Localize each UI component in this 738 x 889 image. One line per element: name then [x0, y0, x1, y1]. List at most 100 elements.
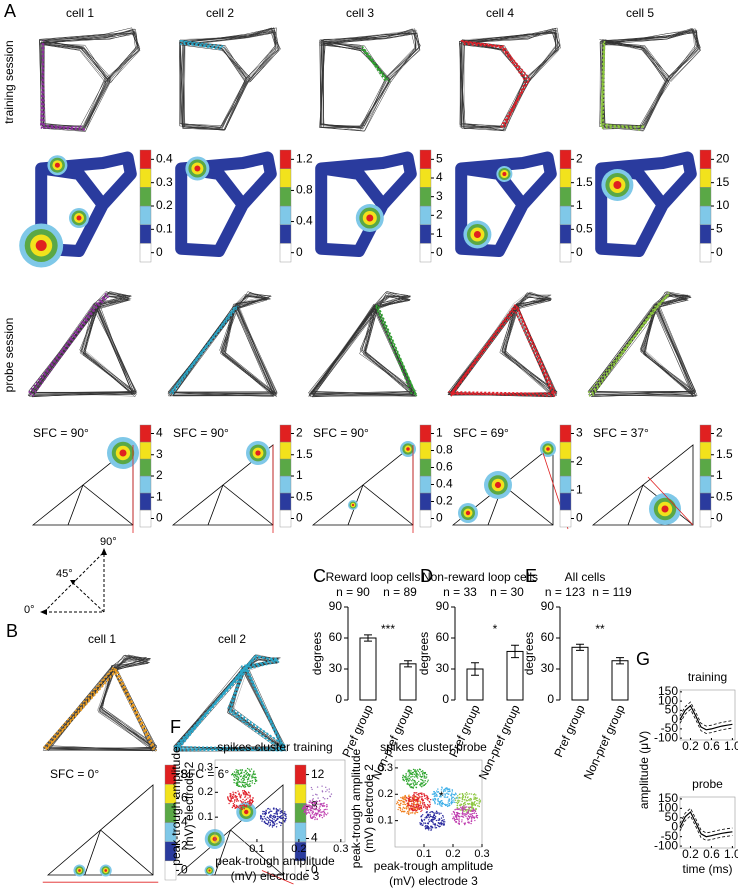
- colorbar-tick-label: 12: [311, 767, 325, 781]
- y-tick-label: 0: [671, 819, 678, 833]
- spike-point: [426, 781, 429, 783]
- rate-blob: [502, 172, 507, 176]
- spike-point: [281, 822, 283, 825]
- spike-point: [243, 789, 245, 792]
- spike-point: [323, 814, 325, 816]
- spike-point: [234, 795, 237, 797]
- spike-point: [250, 768, 253, 770]
- spike-point: [237, 790, 239, 792]
- spike-point: [246, 771, 249, 774]
- spike-point: [318, 807, 320, 809]
- spike-point: [412, 782, 414, 784]
- colorbar-tick-label: 0: [576, 245, 583, 259]
- y-axis-label: degrees: [522, 632, 536, 675]
- spike-point: [260, 818, 262, 820]
- spike-point: [418, 780, 420, 783]
- chart-title: All cells: [565, 570, 606, 584]
- spike-point: [450, 798, 453, 800]
- rate-blob: [613, 181, 622, 189]
- spike-point: [309, 805, 311, 808]
- spike-point: [411, 780, 413, 782]
- spike-point: [453, 799, 455, 801]
- spike-point: [444, 794, 446, 796]
- spike-point: [268, 811, 271, 813]
- colorbar-segment: [279, 492, 292, 511]
- spike-point: [414, 799, 417, 801]
- spike-point: [252, 776, 255, 778]
- spike-point: [424, 797, 426, 800]
- spike-point: [452, 817, 454, 820]
- spike-point: [459, 806, 462, 808]
- spike-point: [243, 771, 245, 774]
- spike-point: [474, 804, 477, 807]
- spike-point: [408, 769, 411, 771]
- colorbar-tick-label: 1: [296, 468, 303, 482]
- spike-point: [413, 784, 415, 787]
- spike-point: [443, 803, 446, 806]
- spike-point: [403, 776, 406, 778]
- spike-point: [415, 796, 417, 798]
- spike-point: [408, 780, 410, 782]
- spike-point: [420, 810, 422, 813]
- spike-point: [416, 792, 418, 794]
- spike-point: [453, 817, 455, 819]
- y-tick-label: 60: [541, 630, 555, 644]
- spike-point: [310, 807, 313, 810]
- track-line: [46, 655, 154, 751]
- spike-point: [402, 803, 404, 806]
- colorbar-tick-label: 1.5: [716, 447, 733, 461]
- sfc-inner: [207, 484, 274, 526]
- spike-point: [273, 824, 275, 827]
- spike-point: [442, 794, 444, 796]
- spike-point: [248, 792, 250, 794]
- spike-point: [416, 783, 418, 785]
- spike-point: [412, 768, 415, 771]
- spike-point: [410, 805, 412, 807]
- spike-point: [276, 823, 278, 825]
- spike-point: [473, 816, 476, 818]
- colorbar-tick-label: 3: [576, 426, 583, 440]
- error-bar: [404, 660, 412, 668]
- spike-point: [407, 802, 409, 805]
- spike-point: [478, 801, 480, 803]
- y-tick-label: 30: [329, 661, 343, 675]
- spike-point: [321, 803, 323, 805]
- track-line: [310, 296, 414, 396]
- spike-point: [412, 778, 414, 781]
- spike-point: [461, 797, 463, 799]
- spike-point: [419, 775, 421, 778]
- spike-point: [395, 803, 398, 805]
- spike-point: [402, 776, 404, 779]
- spike-point: [312, 811, 315, 813]
- colorbar-segment: [699, 224, 712, 244]
- colorbar-segment: [559, 475, 572, 494]
- spike-point: [420, 819, 423, 822]
- y-tick-label: 100: [658, 693, 678, 707]
- spike-point: [244, 784, 246, 786]
- spike-point: [422, 774, 424, 776]
- track-line: [172, 295, 278, 396]
- sfc-map: [451, 441, 569, 530]
- spike-point: [328, 788, 330, 790]
- spike-point: [421, 782, 423, 784]
- spike-point: [311, 811, 313, 813]
- spike-point: [411, 803, 413, 805]
- spike-point: [429, 827, 431, 829]
- spike-point: [421, 793, 423, 795]
- spike-point: [443, 819, 445, 821]
- spike-positions: [361, 45, 391, 83]
- spike-point: [475, 812, 478, 815]
- spike-point: [436, 824, 439, 827]
- spike-point: [418, 808, 420, 811]
- plot-frame: [679, 689, 736, 741]
- colorbar-tick-label: 2: [436, 208, 443, 222]
- spike-point: [247, 773, 250, 775]
- spike-point: [318, 815, 321, 818]
- spike-point: [472, 816, 474, 818]
- spike-point: [230, 798, 232, 801]
- spike-point: [470, 793, 473, 795]
- spike-point: [442, 790, 445, 793]
- colorbar-segment: [699, 458, 712, 477]
- spike-point: [434, 802, 436, 805]
- spike-point: [326, 805, 328, 807]
